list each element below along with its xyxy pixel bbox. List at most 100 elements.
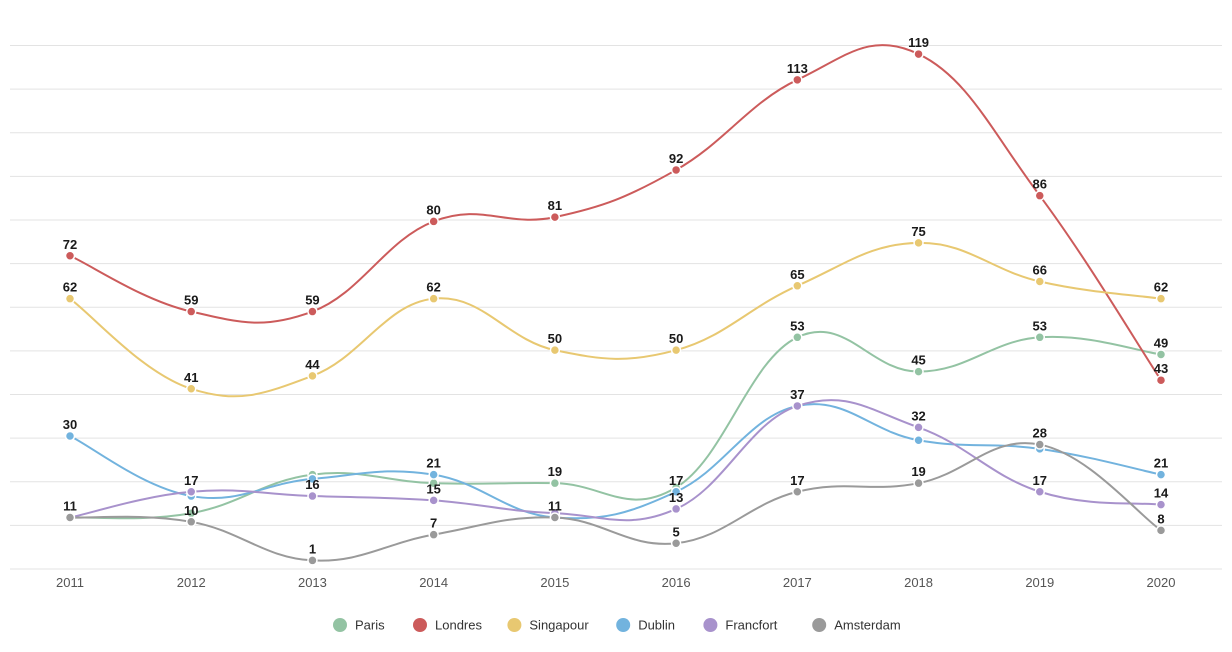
series-line-londres (69, 44, 1162, 381)
data-point-londres (1034, 190, 1046, 201)
data-label-singapour: 44 (305, 357, 320, 372)
legend-item-amsterdam[interactable]: Amsterdam (812, 618, 901, 633)
data-label-londres: 59 (184, 293, 198, 308)
series-singapour (64, 237, 1167, 398)
data-label-francfort: 14 (1154, 486, 1169, 501)
legend-label: Londres (435, 618, 482, 633)
data-point-londres (792, 74, 803, 86)
series-line-amsterdam (69, 442, 1162, 562)
data-label-paris: 53 (790, 318, 804, 333)
data-label-singapour: 75 (911, 224, 925, 239)
legend-marker (333, 618, 347, 632)
legend-item-francfort[interactable]: Francfort (703, 618, 778, 633)
data-label-amsterdam: 8 (1157, 511, 1164, 526)
data-label-amsterdam: 28 (1033, 426, 1047, 441)
data-label-singapour: 50 (669, 331, 683, 346)
data-point-francfort (1155, 499, 1167, 510)
data-label-londres: 119 (908, 35, 929, 50)
data-label-londres: 43 (1154, 361, 1168, 376)
data-point-singapour (670, 344, 682, 356)
data-label-dublin: 30 (63, 417, 77, 432)
data-point-francfort (185, 486, 197, 498)
data-point-dublin (64, 430, 76, 442)
data-label-singapour: 62 (426, 280, 440, 295)
data-point-dublin (913, 435, 924, 446)
grid (10, 45, 1222, 570)
data-point-dublin (428, 469, 439, 480)
data-point-londres (64, 250, 76, 262)
legend-marker (507, 618, 522, 632)
x-tick-label: 2013 (298, 575, 327, 590)
legend-marker (812, 618, 827, 632)
legend-item-dublin[interactable]: Dublin (616, 618, 675, 633)
data-label-singapour: 62 (1154, 280, 1168, 295)
data-point-francfort (307, 490, 318, 502)
data-label-francfort: 13 (669, 490, 683, 505)
data-point-londres (1155, 374, 1167, 386)
legend-item-paris[interactable]: Paris (333, 618, 385, 633)
data-label-londres: 113 (787, 61, 808, 76)
series-line-singapour (69, 241, 1162, 398)
data-point-francfort (428, 495, 439, 506)
series-londres (64, 44, 1167, 386)
data-point-dublin (307, 473, 318, 485)
legend-marker (616, 618, 631, 632)
data-label-amsterdam: 10 (184, 503, 198, 518)
data-point-francfort (670, 503, 682, 515)
data-label-francfort: 15 (426, 481, 440, 496)
data-label-dublin: 17 (669, 473, 683, 488)
data-point-londres (185, 306, 197, 317)
data-label-singapour: 65 (790, 267, 804, 282)
legend-marker (703, 618, 718, 632)
data-label-amsterdam: 11 (63, 499, 77, 514)
data-point-londres (913, 48, 924, 60)
data-label-londres: 92 (669, 151, 683, 166)
data-label-singapour: 50 (548, 331, 562, 346)
data-point-paris (549, 477, 561, 489)
legend-item-singapour[interactable]: Singapour (507, 618, 589, 633)
data-label-londres: 59 (305, 293, 319, 308)
data-point-londres (307, 306, 318, 317)
x-tick-label: 2012 (177, 575, 206, 590)
data-point-amsterdam (185, 516, 197, 528)
data-point-amsterdam (549, 512, 561, 523)
data-point-singapour (307, 370, 318, 382)
data-label-francfort: 37 (790, 387, 804, 402)
x-tick-label: 2011 (56, 575, 84, 590)
data-label-paris: 49 (1154, 335, 1168, 350)
data-point-amsterdam (428, 529, 439, 540)
data-label-francfort: 17 (184, 473, 198, 488)
x-tick-label: 2018 (904, 575, 933, 590)
data-label-singapour: 66 (1033, 263, 1047, 278)
data-point-singapour (428, 293, 439, 304)
data-label-amsterdam: 11 (548, 499, 562, 514)
data-point-amsterdam (670, 538, 682, 549)
data-point-dublin (1155, 469, 1167, 480)
x-tick-label: 2016 (662, 575, 691, 590)
data-label-paris: 53 (1033, 318, 1047, 333)
legend-label: Francfort (725, 618, 777, 633)
legend-item-londres[interactable]: Londres (413, 618, 482, 633)
data-label-londres: 80 (426, 202, 440, 217)
data-label-francfort: 32 (911, 408, 925, 423)
x-tick-label: 2014 (419, 575, 448, 590)
x-axis: 2011 2012 2013 2014 2015 2016 2017 2018 2019 2020 (56, 575, 1175, 590)
data-label-amsterdam: 17 (790, 473, 804, 488)
data-label-dublin: 21 (426, 456, 440, 471)
x-tick-label: 2020 (1147, 575, 1176, 590)
data-point-dublin (670, 486, 682, 498)
data-point-amsterdam (64, 512, 76, 523)
data-point-amsterdam (913, 477, 924, 489)
data-point-singapour (185, 383, 197, 395)
data-point-francfort (1034, 486, 1046, 498)
x-tick-label: 2019 (1025, 575, 1054, 590)
data-label-amsterdam: 1 (309, 541, 316, 556)
legend-label: Amsterdam (834, 618, 900, 633)
data-point-singapour (913, 237, 924, 249)
data-point-amsterdam (792, 486, 803, 498)
legend-marker (413, 618, 427, 632)
data-point-singapour (1155, 293, 1167, 304)
data-point-amsterdam (307, 555, 318, 566)
data-point-londres (670, 164, 682, 176)
